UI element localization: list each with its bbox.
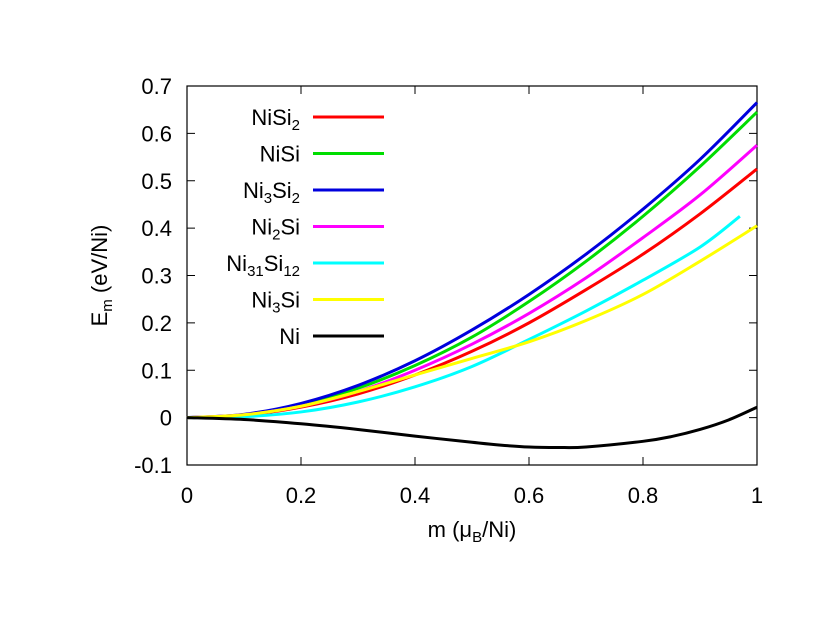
legend-item-ni31si12: Ni31Si12 bbox=[226, 251, 384, 280]
axis-label-group: m (μB/Ni) Em (eV/Ni) bbox=[87, 225, 516, 546]
legend-item-ni3si: Ni3Si bbox=[251, 288, 384, 317]
legend-label: NiSi bbox=[260, 142, 300, 167]
y-tick-label: 0.2 bbox=[141, 311, 172, 336]
series-line-nisi2 bbox=[186, 167, 758, 420]
y-tick-label: -0.1 bbox=[134, 453, 172, 478]
y-tick-label: 0.3 bbox=[141, 264, 172, 289]
y-tick-label: 0.6 bbox=[141, 121, 172, 146]
x-tick-label: 1 bbox=[751, 483, 763, 508]
x-tick-label: 0.6 bbox=[514, 483, 545, 508]
y-axis-label: Em (eV/Ni) bbox=[87, 225, 116, 327]
legend-label: Ni bbox=[279, 324, 300, 349]
legend-item-ni: Ni bbox=[279, 324, 384, 349]
legend-item-ni3si2: Ni3Si2 bbox=[243, 178, 384, 207]
legend-label: Ni31Si12 bbox=[226, 251, 300, 280]
x-axis-label: m (μB/Ni) bbox=[428, 517, 517, 546]
series-line-ni3si2 bbox=[186, 101, 759, 420]
y-tick-label: 0.5 bbox=[141, 169, 172, 194]
legend-group: NiSi2 NiSi Ni3Si2 Ni2Si Ni31Si12 Ni3Si Ni bbox=[226, 105, 384, 349]
y-tick-label: 0.4 bbox=[141, 216, 172, 241]
ticks-group: 0 0.2 0.4 0.6 0.8 1 -0.1 0 0.1 0.2 0.3 0.4 0.5 0.6 0.7 bbox=[134, 74, 763, 508]
legend-item-nisi2: NiSi2 bbox=[251, 105, 384, 134]
legend-item-ni2si: Ni2Si bbox=[251, 215, 384, 244]
x-tick-label: 0.2 bbox=[286, 483, 317, 508]
legend-label: Ni2Si bbox=[251, 215, 300, 244]
x-tick-label: 0.8 bbox=[628, 483, 659, 508]
legend-label: Ni3Si2 bbox=[243, 178, 300, 207]
series-line-ni3si bbox=[186, 224, 758, 420]
y-tick-label: 0.7 bbox=[141, 74, 172, 99]
x-tick-label: 0.4 bbox=[400, 483, 431, 508]
y-tick-label: 0.1 bbox=[141, 358, 172, 383]
series-line-ni bbox=[186, 405, 758, 450]
series-line-ni31si12 bbox=[186, 215, 741, 420]
y-tick-label: 0 bbox=[160, 406, 172, 431]
series-group bbox=[186, 101, 759, 450]
legend-label: Ni3Si bbox=[251, 288, 300, 317]
legend-label: NiSi2 bbox=[251, 105, 300, 134]
x-tick-label: 0 bbox=[181, 483, 193, 508]
legend-item-nisi: NiSi bbox=[260, 142, 384, 167]
